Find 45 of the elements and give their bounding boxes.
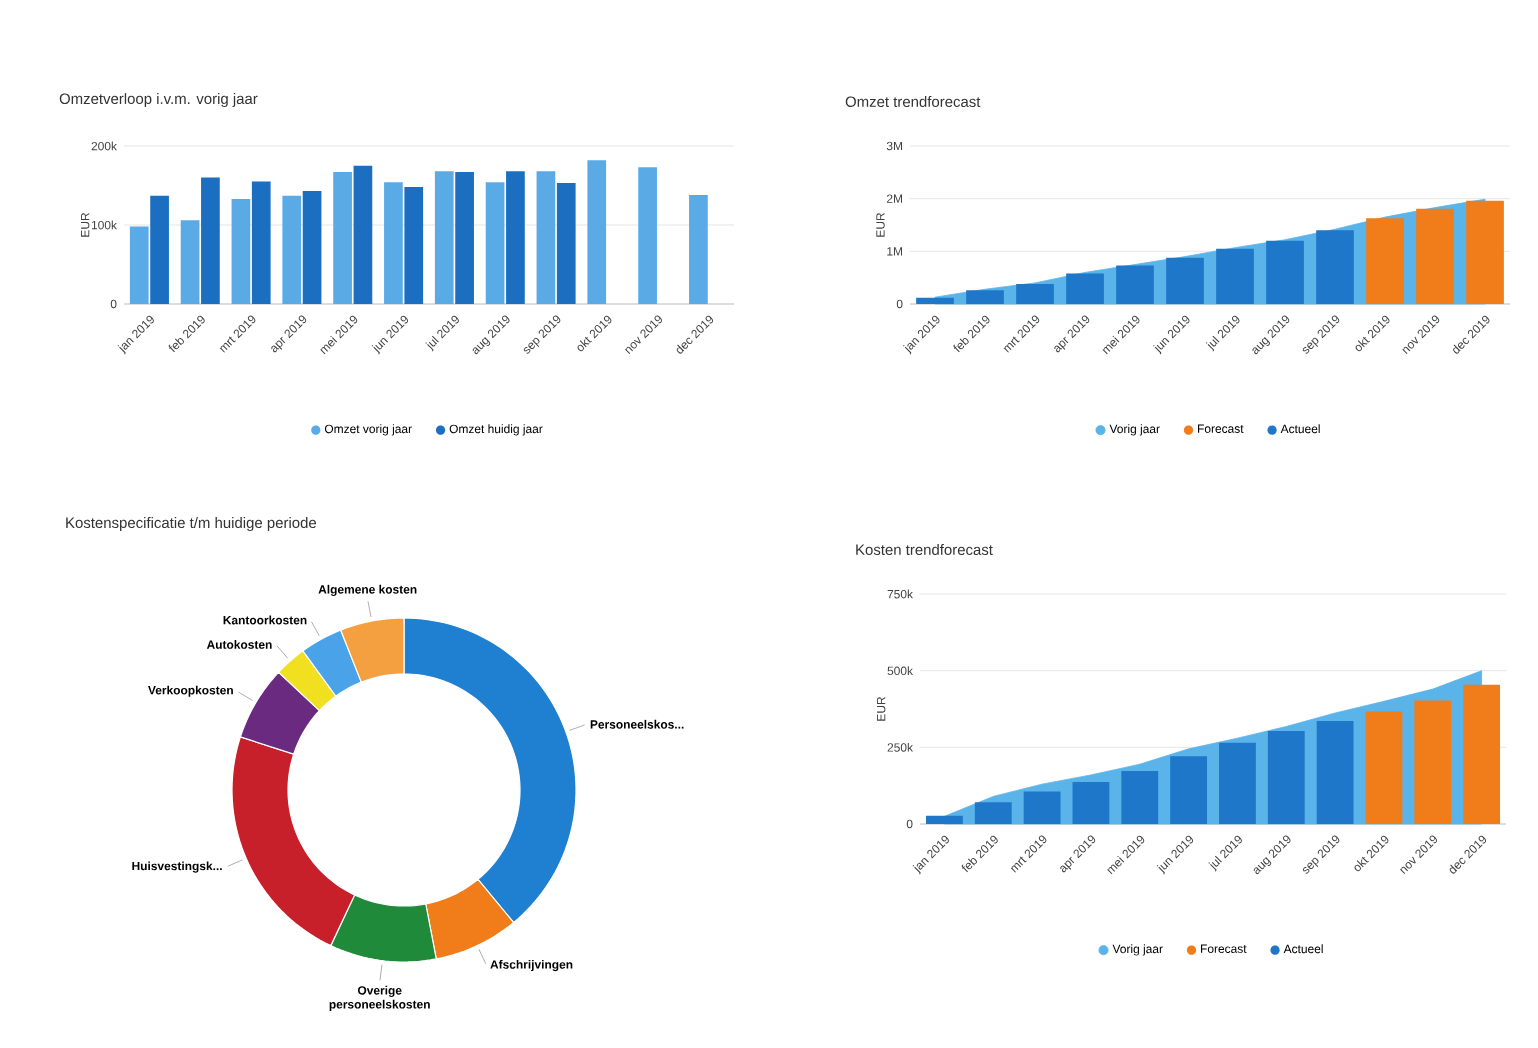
bar [353,165,373,304]
bar [302,191,322,304]
bar [1416,208,1454,304]
bar [1266,240,1304,304]
bar [587,160,607,304]
bar [129,226,149,304]
bar [916,297,954,304]
bar [1466,200,1504,304]
bar [434,171,454,304]
bar [1170,756,1208,824]
bar [180,220,200,304]
bar [1414,700,1452,824]
bar [251,181,271,304]
bar [1366,218,1404,304]
bar [333,172,352,304]
bar [689,194,708,304]
bar [1463,684,1501,824]
bar [966,290,1004,304]
bar [506,171,525,304]
bar [1066,273,1104,304]
bar [1267,731,1305,824]
bar [231,198,251,304]
bar [282,195,302,304]
bar [384,182,403,304]
bar [1316,720,1354,824]
bar [455,172,474,304]
bar [1216,248,1254,304]
bar [638,167,657,304]
bar [536,171,556,304]
bar [485,182,505,304]
bar [926,815,963,824]
bar [1023,791,1061,824]
bar [1116,265,1154,304]
bar [1219,742,1256,824]
bar [1072,781,1110,824]
bar [556,183,576,304]
bar [1166,257,1204,304]
bar [1316,230,1354,304]
bar [974,802,1012,824]
bar [201,177,220,304]
bar [150,195,169,304]
bar [1365,711,1403,824]
bar [1016,283,1054,304]
bar [1121,770,1159,824]
bar [404,187,424,304]
